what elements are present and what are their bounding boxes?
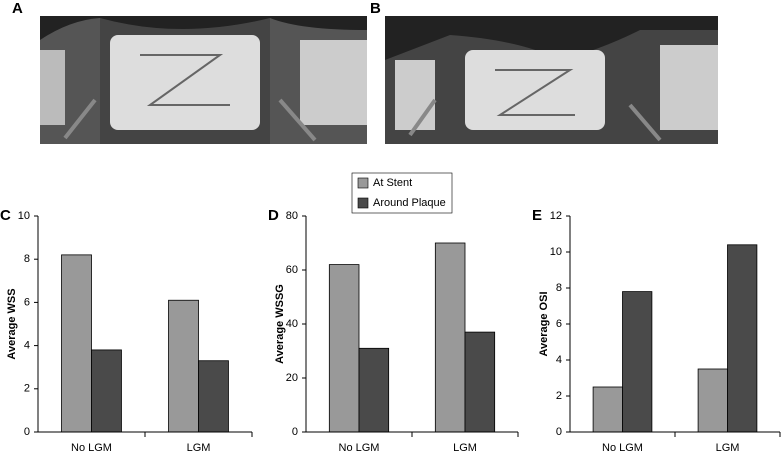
y-tick-label: 4: [556, 354, 562, 366]
bar: [168, 299, 199, 433]
bar: [328, 264, 360, 433]
y-tick-label: 0: [24, 426, 30, 438]
legend-swatch: [357, 197, 369, 209]
panel-label: A: [12, 0, 23, 17]
stent-strut: [495, 69, 575, 116]
vessel-lumen: [300, 40, 367, 125]
bar: [727, 244, 758, 433]
stent-region: [110, 35, 260, 130]
y-tick-label: 8: [556, 282, 562, 294]
stent-region: [465, 50, 605, 130]
arrow: [628, 103, 662, 142]
y-tick-label: 8: [24, 253, 30, 265]
legend-swatch: [357, 177, 369, 189]
x-tick-label: No LGM: [71, 442, 112, 454]
bar: [198, 360, 229, 433]
y-tick-label: 20: [286, 372, 298, 384]
bar: [91, 349, 122, 433]
y-tick-label: 12: [550, 210, 562, 222]
bar: [61, 254, 92, 433]
panel-label: C: [0, 207, 11, 224]
y-tick-label: 40: [286, 318, 298, 330]
arrow: [408, 98, 437, 137]
bar: [434, 242, 466, 433]
y-tick-label: 2: [24, 383, 30, 395]
x-tick-label: LGM: [716, 442, 740, 454]
panel-label: B: [370, 0, 381, 17]
arrow: [63, 98, 97, 140]
x-tick-label: No LGM: [339, 442, 380, 454]
image-b: [385, 16, 718, 144]
y-axis-label: Average WSS: [6, 288, 18, 359]
vessel-lumen: [660, 45, 718, 130]
bar: [358, 347, 390, 433]
y-tick-label: 60: [286, 264, 298, 276]
bar: [622, 291, 653, 433]
arrow: [278, 98, 317, 142]
y-axis-label: Average OSI: [538, 291, 550, 356]
y-tick-label: 6: [24, 296, 30, 308]
stent-strut: [140, 54, 230, 106]
x-tick-label: LGM: [187, 442, 211, 454]
x-tick-label: LGM: [453, 442, 477, 454]
y-tick-label: 10: [550, 246, 562, 258]
panel-label: E: [532, 207, 542, 224]
vessel-lumen: [395, 60, 435, 130]
panel-label: D: [268, 207, 279, 224]
bar: [464, 331, 496, 433]
bar: [697, 368, 728, 433]
y-tick-label: 4: [24, 340, 30, 352]
y-tick-label: 2: [556, 390, 562, 402]
y-tick-label: 10: [18, 210, 30, 222]
y-tick-label: 6: [556, 318, 562, 330]
image-a: [40, 16, 367, 144]
legend-box: [351, 172, 453, 214]
y-tick-label: 0: [556, 426, 562, 438]
y-tick-label: 80: [286, 210, 298, 222]
legend-label: At Stent: [373, 177, 412, 189]
y-axis-label: Average WSSG: [274, 284, 286, 364]
x-tick-label: No LGM: [602, 442, 643, 454]
vessel-lumen: [40, 50, 65, 125]
bar: [592, 386, 623, 433]
legend-label: Around Plaque: [373, 197, 446, 209]
y-tick-label: 0: [292, 426, 298, 438]
